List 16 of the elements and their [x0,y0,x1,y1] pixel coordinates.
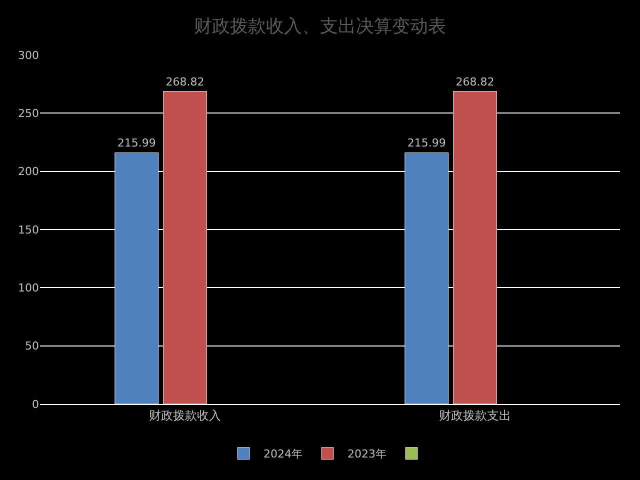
y-tick-label: 0 [32,398,39,411]
data-label: 215.99 [117,136,156,150]
data-label: 268.82 [456,75,494,88]
legend-label: 2024年 [264,448,302,461]
legend-label: 2023年 [348,448,386,461]
y-tick-label: 150 [18,223,39,236]
y-tick-label: 300 [18,48,39,62]
y-tick-label: 250 [18,107,39,120]
data-label: 215.99 [407,136,446,150]
chart-title: 财政拨款收入、支出决算变动表 [194,16,446,37]
y-tick-label: 200 [18,165,39,178]
data-label: 268.82 [166,75,204,88]
y-tick-label: 50 [25,340,39,353]
y-tick-label: 100 [18,282,39,295]
x-tick-label: 财政拨款收入 [149,408,221,422]
x-tick-label: 财政拨款支出 [439,408,511,422]
